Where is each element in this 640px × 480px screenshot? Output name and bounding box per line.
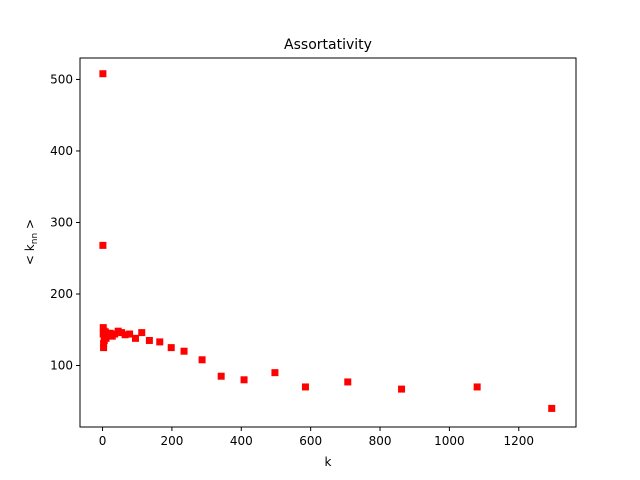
data-point (198, 356, 206, 364)
x-tick-label: 0 (99, 434, 107, 448)
plot-frame (79, 57, 577, 428)
data-point (126, 330, 134, 338)
data-point (167, 344, 175, 352)
data-point (99, 241, 107, 249)
x-tick-label: 1200 (503, 434, 534, 448)
x-tick-label: 400 (230, 434, 253, 448)
data-point (398, 385, 406, 393)
data-point (473, 383, 481, 391)
x-axis-ticks: 0 200 400 600 800 1000 1200 (99, 427, 534, 448)
data-point (301, 383, 309, 391)
data-point (548, 404, 556, 412)
data-point (99, 70, 107, 78)
data-point (99, 324, 107, 332)
y-axis-label: < knn > (23, 219, 40, 265)
chart-title: Assortativity (284, 37, 372, 53)
y-tick-label: 200 (50, 287, 73, 301)
x-axis-label: k (325, 455, 332, 469)
data-point (271, 369, 279, 377)
y-tick-label: 100 (50, 359, 73, 373)
y-tick-label: 500 (50, 72, 73, 86)
data-point (240, 376, 248, 384)
y-tick-label: 400 (50, 144, 73, 158)
data-points (99, 70, 556, 412)
x-tick-label: 1000 (434, 434, 465, 448)
data-point (100, 344, 108, 352)
x-tick-label: 800 (369, 434, 392, 448)
data-point (217, 372, 225, 380)
data-point (145, 336, 153, 344)
x-tick-label: 600 (299, 434, 322, 448)
y-tick-label: 300 (50, 215, 73, 229)
y-axis-ticks: 100 200 300 400 500 (50, 72, 80, 373)
x-tick-label: 200 (160, 434, 183, 448)
data-point (344, 378, 352, 386)
data-point (180, 347, 188, 355)
data-point (138, 329, 146, 337)
data-point (131, 334, 139, 342)
data-point (121, 331, 129, 339)
data-point (156, 338, 164, 346)
